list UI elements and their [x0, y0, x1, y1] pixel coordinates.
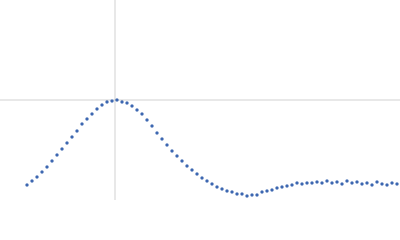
point: [325, 179, 329, 183]
point: [120, 100, 124, 104]
point: [105, 100, 109, 104]
point: [380, 182, 384, 186]
point: [360, 182, 364, 186]
point: [170, 149, 174, 153]
chart: [0, 0, 400, 200]
point: [330, 181, 334, 185]
point: [190, 168, 194, 172]
point: [100, 103, 104, 107]
point: [270, 188, 274, 192]
point: [395, 182, 399, 186]
point: [70, 135, 74, 139]
point: [300, 182, 304, 186]
point: [80, 122, 84, 126]
point: [275, 186, 279, 190]
point: [40, 170, 44, 174]
point: [60, 147, 64, 151]
point: [220, 187, 224, 191]
point: [215, 185, 219, 189]
point: [95, 107, 99, 111]
point: [130, 104, 134, 108]
point: [50, 159, 54, 163]
point: [390, 181, 394, 185]
point: [195, 172, 199, 176]
point: [310, 181, 314, 185]
point: [230, 190, 234, 194]
point: [235, 192, 239, 196]
point: [125, 101, 129, 105]
point: [290, 183, 294, 187]
point: [155, 131, 159, 135]
point: [265, 189, 269, 193]
point: [355, 180, 359, 184]
point: [200, 176, 204, 180]
point: [245, 194, 249, 198]
point: [140, 112, 144, 116]
point: [225, 189, 229, 193]
point: [45, 165, 49, 169]
point: [305, 181, 309, 185]
point: [320, 181, 324, 185]
point: [30, 179, 34, 183]
point: [180, 159, 184, 163]
page: (() => { const data = JSON.parse(documen…: [0, 0, 400, 200]
point: [150, 124, 154, 128]
point: [210, 182, 214, 186]
point: [35, 175, 39, 179]
point: [25, 183, 29, 187]
point: [375, 180, 379, 184]
point: [240, 192, 244, 196]
point: [115, 98, 119, 102]
point: [55, 153, 59, 157]
point: [345, 179, 349, 183]
point: [250, 193, 254, 197]
point: [370, 183, 374, 187]
point: [385, 183, 389, 187]
point: [175, 154, 179, 158]
point: [75, 129, 79, 133]
point: [295, 181, 299, 185]
point: [285, 184, 289, 188]
point: [260, 190, 264, 194]
point: [135, 108, 139, 112]
point: [110, 99, 114, 103]
point: [280, 185, 284, 189]
point: [205, 179, 209, 183]
point: [365, 181, 369, 185]
point: [160, 137, 164, 141]
point: [255, 193, 259, 197]
point: [90, 112, 94, 116]
point: [145, 118, 149, 122]
point: [165, 143, 169, 147]
point: [350, 181, 354, 185]
point: [65, 141, 69, 145]
point: [185, 164, 189, 168]
point: [335, 180, 339, 184]
point: [340, 182, 344, 186]
point: [85, 117, 89, 121]
point: [315, 180, 319, 184]
